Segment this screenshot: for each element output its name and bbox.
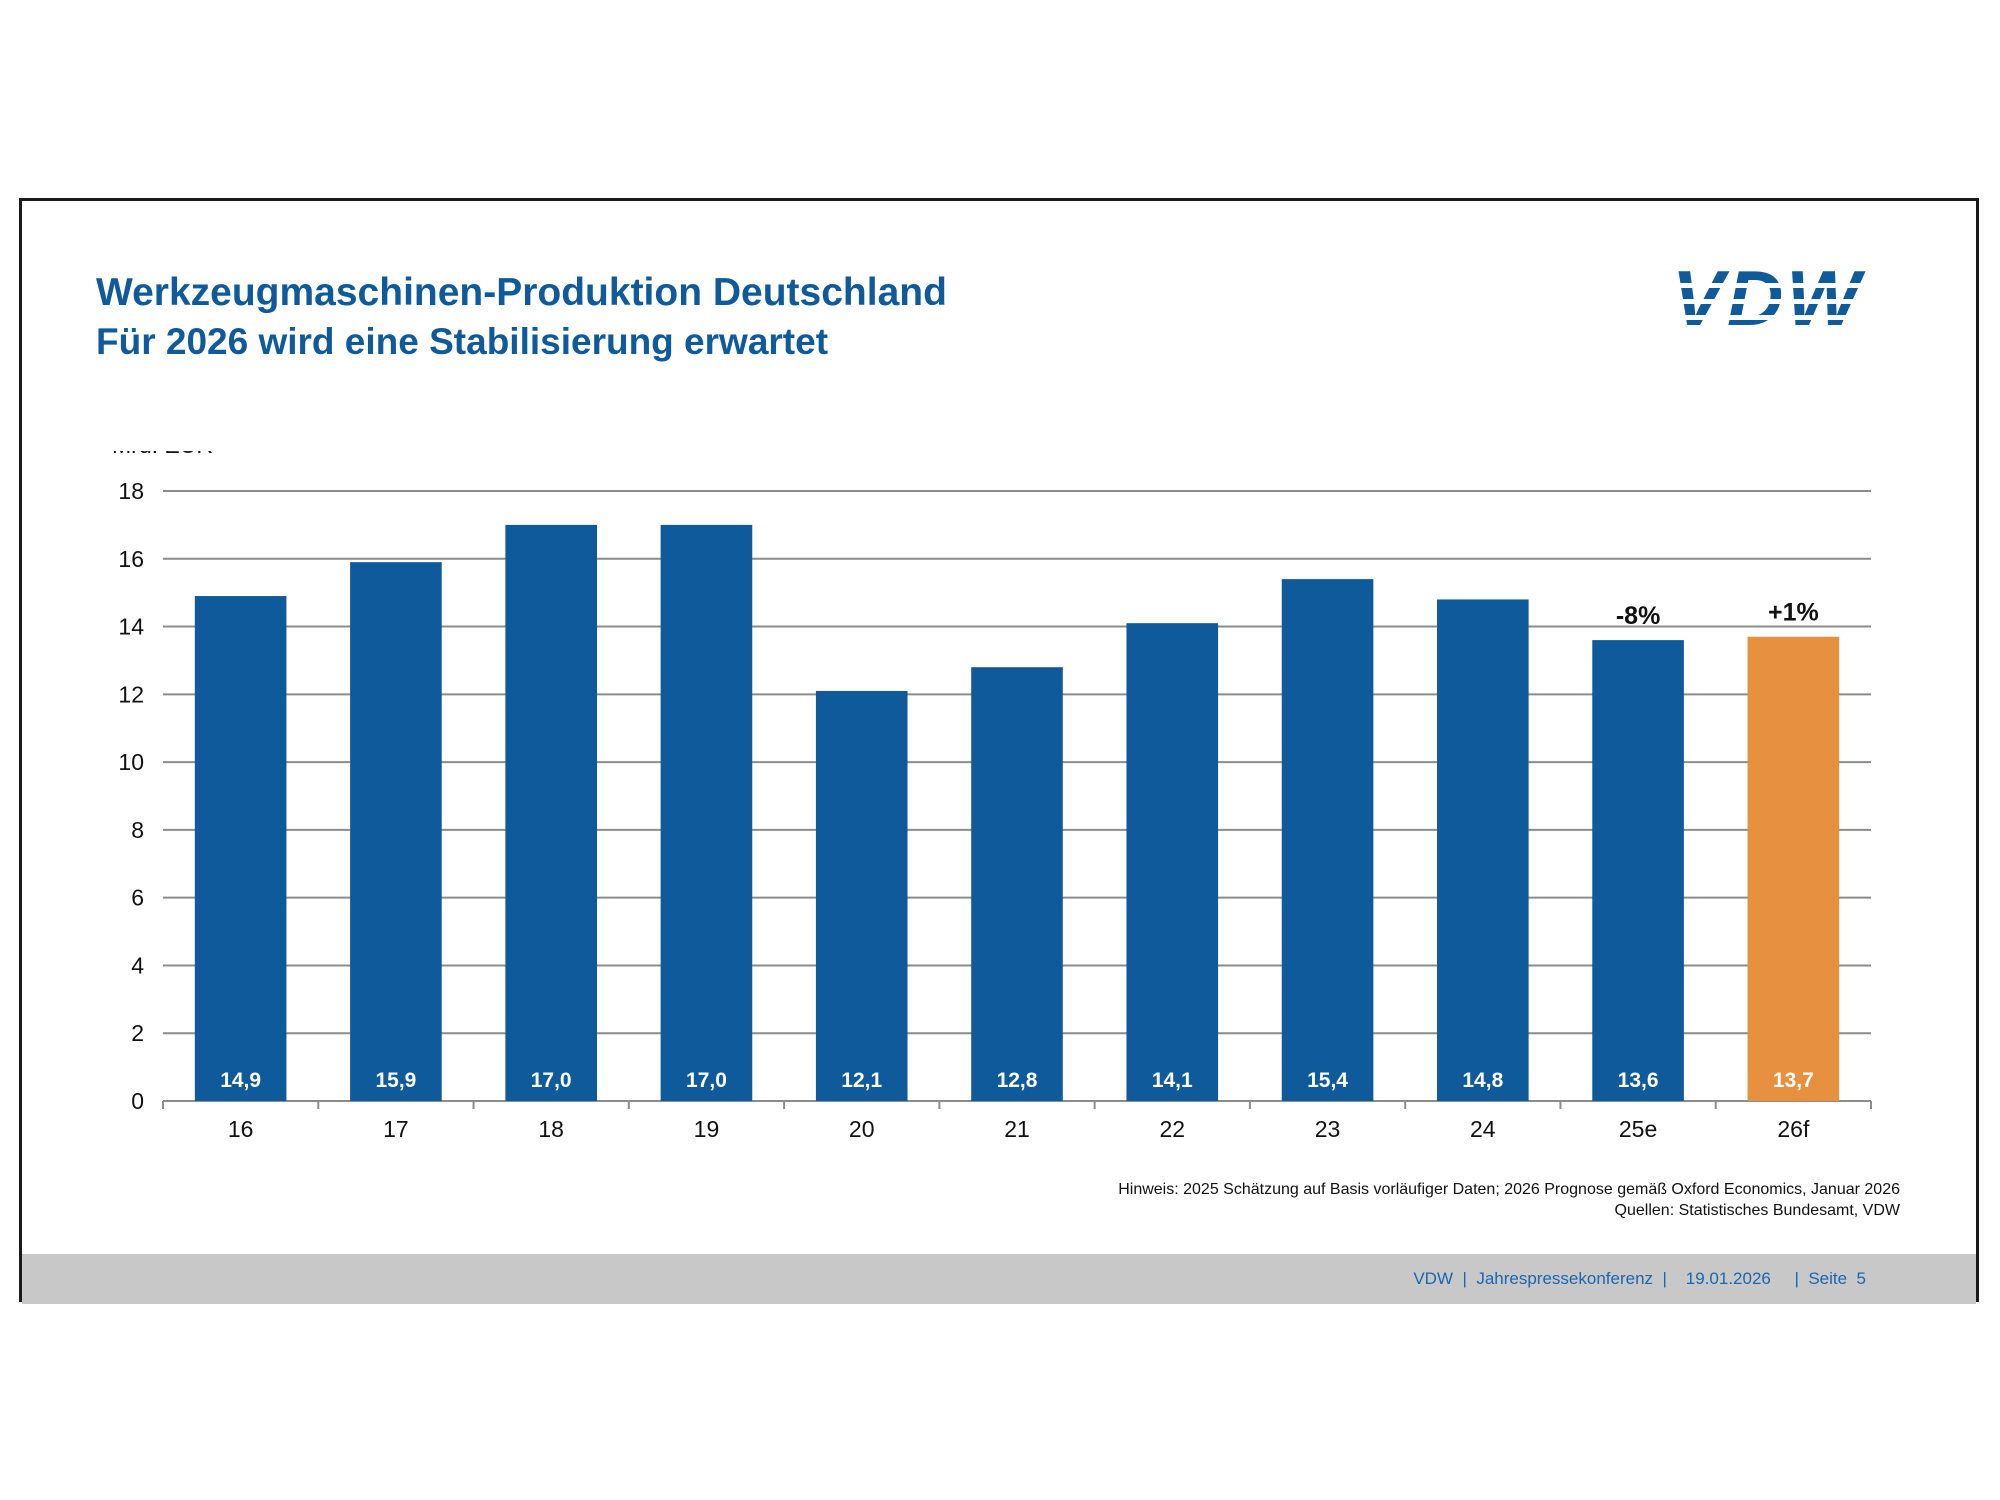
bar-value-label: 15,4 — [1307, 1069, 1348, 1092]
chart-notes: Hinweis: 2025 Schätzung auf Basis vorläu… — [1118, 1179, 1900, 1221]
bar — [1592, 640, 1684, 1101]
bar — [1126, 623, 1219, 1101]
footer-text: VDW | Jahrespressekonferenz | 19.01.2026… — [1413, 1269, 1866, 1288]
x-tick-label: 19 — [694, 1116, 720, 1142]
vdw-logo: VDW — [1672, 263, 1912, 333]
bar-chart: Mrd. EUR02468101214161814,91615,91717,01… — [112, 451, 1872, 1142]
bar-value-label: 13,6 — [1618, 1069, 1659, 1092]
x-tick-label: 21 — [1004, 1116, 1030, 1142]
x-tick-label: 24 — [1470, 1116, 1496, 1142]
logo-stripe — [1672, 283, 1912, 288]
y-tick-label: 8 — [131, 817, 144, 843]
y-axis-label: Mrd. EUR — [112, 451, 213, 458]
bar — [660, 524, 753, 1101]
x-tick-label: 25e — [1619, 1116, 1657, 1142]
bar-value-label: 15,9 — [375, 1069, 416, 1092]
page-title: Werkzeugmaschinen-Produktion Deutschland — [96, 271, 947, 314]
bar-value-label: 14,9 — [220, 1069, 261, 1092]
x-tick-label: 22 — [1159, 1116, 1185, 1142]
y-tick-label: 2 — [131, 1020, 144, 1046]
x-tick-label: 17 — [383, 1116, 409, 1142]
note-hinweis: Hinweis: 2025 Schätzung auf Basis vorläu… — [1118, 1181, 1900, 1198]
bar — [1281, 579, 1374, 1101]
bar-value-label: 14,1 — [1152, 1069, 1193, 1092]
x-tick-label: 16 — [228, 1116, 254, 1142]
bar — [971, 667, 1063, 1101]
y-tick-label: 14 — [118, 614, 144, 640]
page-subtitle: Für 2026 wird eine Stabilisierung erwart… — [96, 321, 829, 362]
y-tick-label: 12 — [118, 681, 144, 707]
footer-bar: VDW | Jahrespressekonferenz | 19.01.2026… — [22, 1254, 1976, 1304]
bar — [194, 596, 287, 1101]
note-quellen: Quellen: Statistisches Bundesamt, VDW — [1614, 1202, 1900, 1219]
change-annotation: -8% — [1616, 602, 1660, 630]
bar — [350, 562, 442, 1101]
y-tick-label: 4 — [131, 952, 144, 978]
x-tick-label: 20 — [849, 1116, 875, 1142]
x-tick-label: 26f — [1777, 1116, 1810, 1142]
bar-value-label: 17,0 — [686, 1069, 727, 1092]
y-tick-label: 16 — [118, 546, 144, 572]
bar — [505, 524, 597, 1101]
y-tick-label: 0 — [131, 1088, 144, 1114]
vdw-logo-text: VDW — [1672, 263, 1863, 333]
bar-value-label: 14,8 — [1462, 1069, 1503, 1092]
bar — [1437, 599, 1529, 1101]
bar-value-label: 12,1 — [841, 1069, 882, 1092]
bar — [815, 690, 908, 1101]
slide: Werkzeugmaschinen-Produktion Deutschland… — [19, 198, 1979, 1304]
logo-stripe — [1672, 299, 1912, 304]
change-annotation: +1% — [1768, 599, 1819, 627]
x-tick-label: 23 — [1315, 1116, 1341, 1142]
y-tick-label: 10 — [118, 749, 144, 775]
x-tick-label: 18 — [538, 1116, 564, 1142]
y-tick-label: 6 — [131, 885, 144, 911]
bar-value-label: 13,7 — [1773, 1069, 1814, 1092]
bar-value-label: 12,8 — [997, 1069, 1038, 1092]
bar-value-label: 17,0 — [531, 1069, 572, 1092]
bar — [1747, 636, 1840, 1101]
y-tick-label: 18 — [118, 478, 144, 504]
logo-stripe — [1672, 315, 1912, 320]
